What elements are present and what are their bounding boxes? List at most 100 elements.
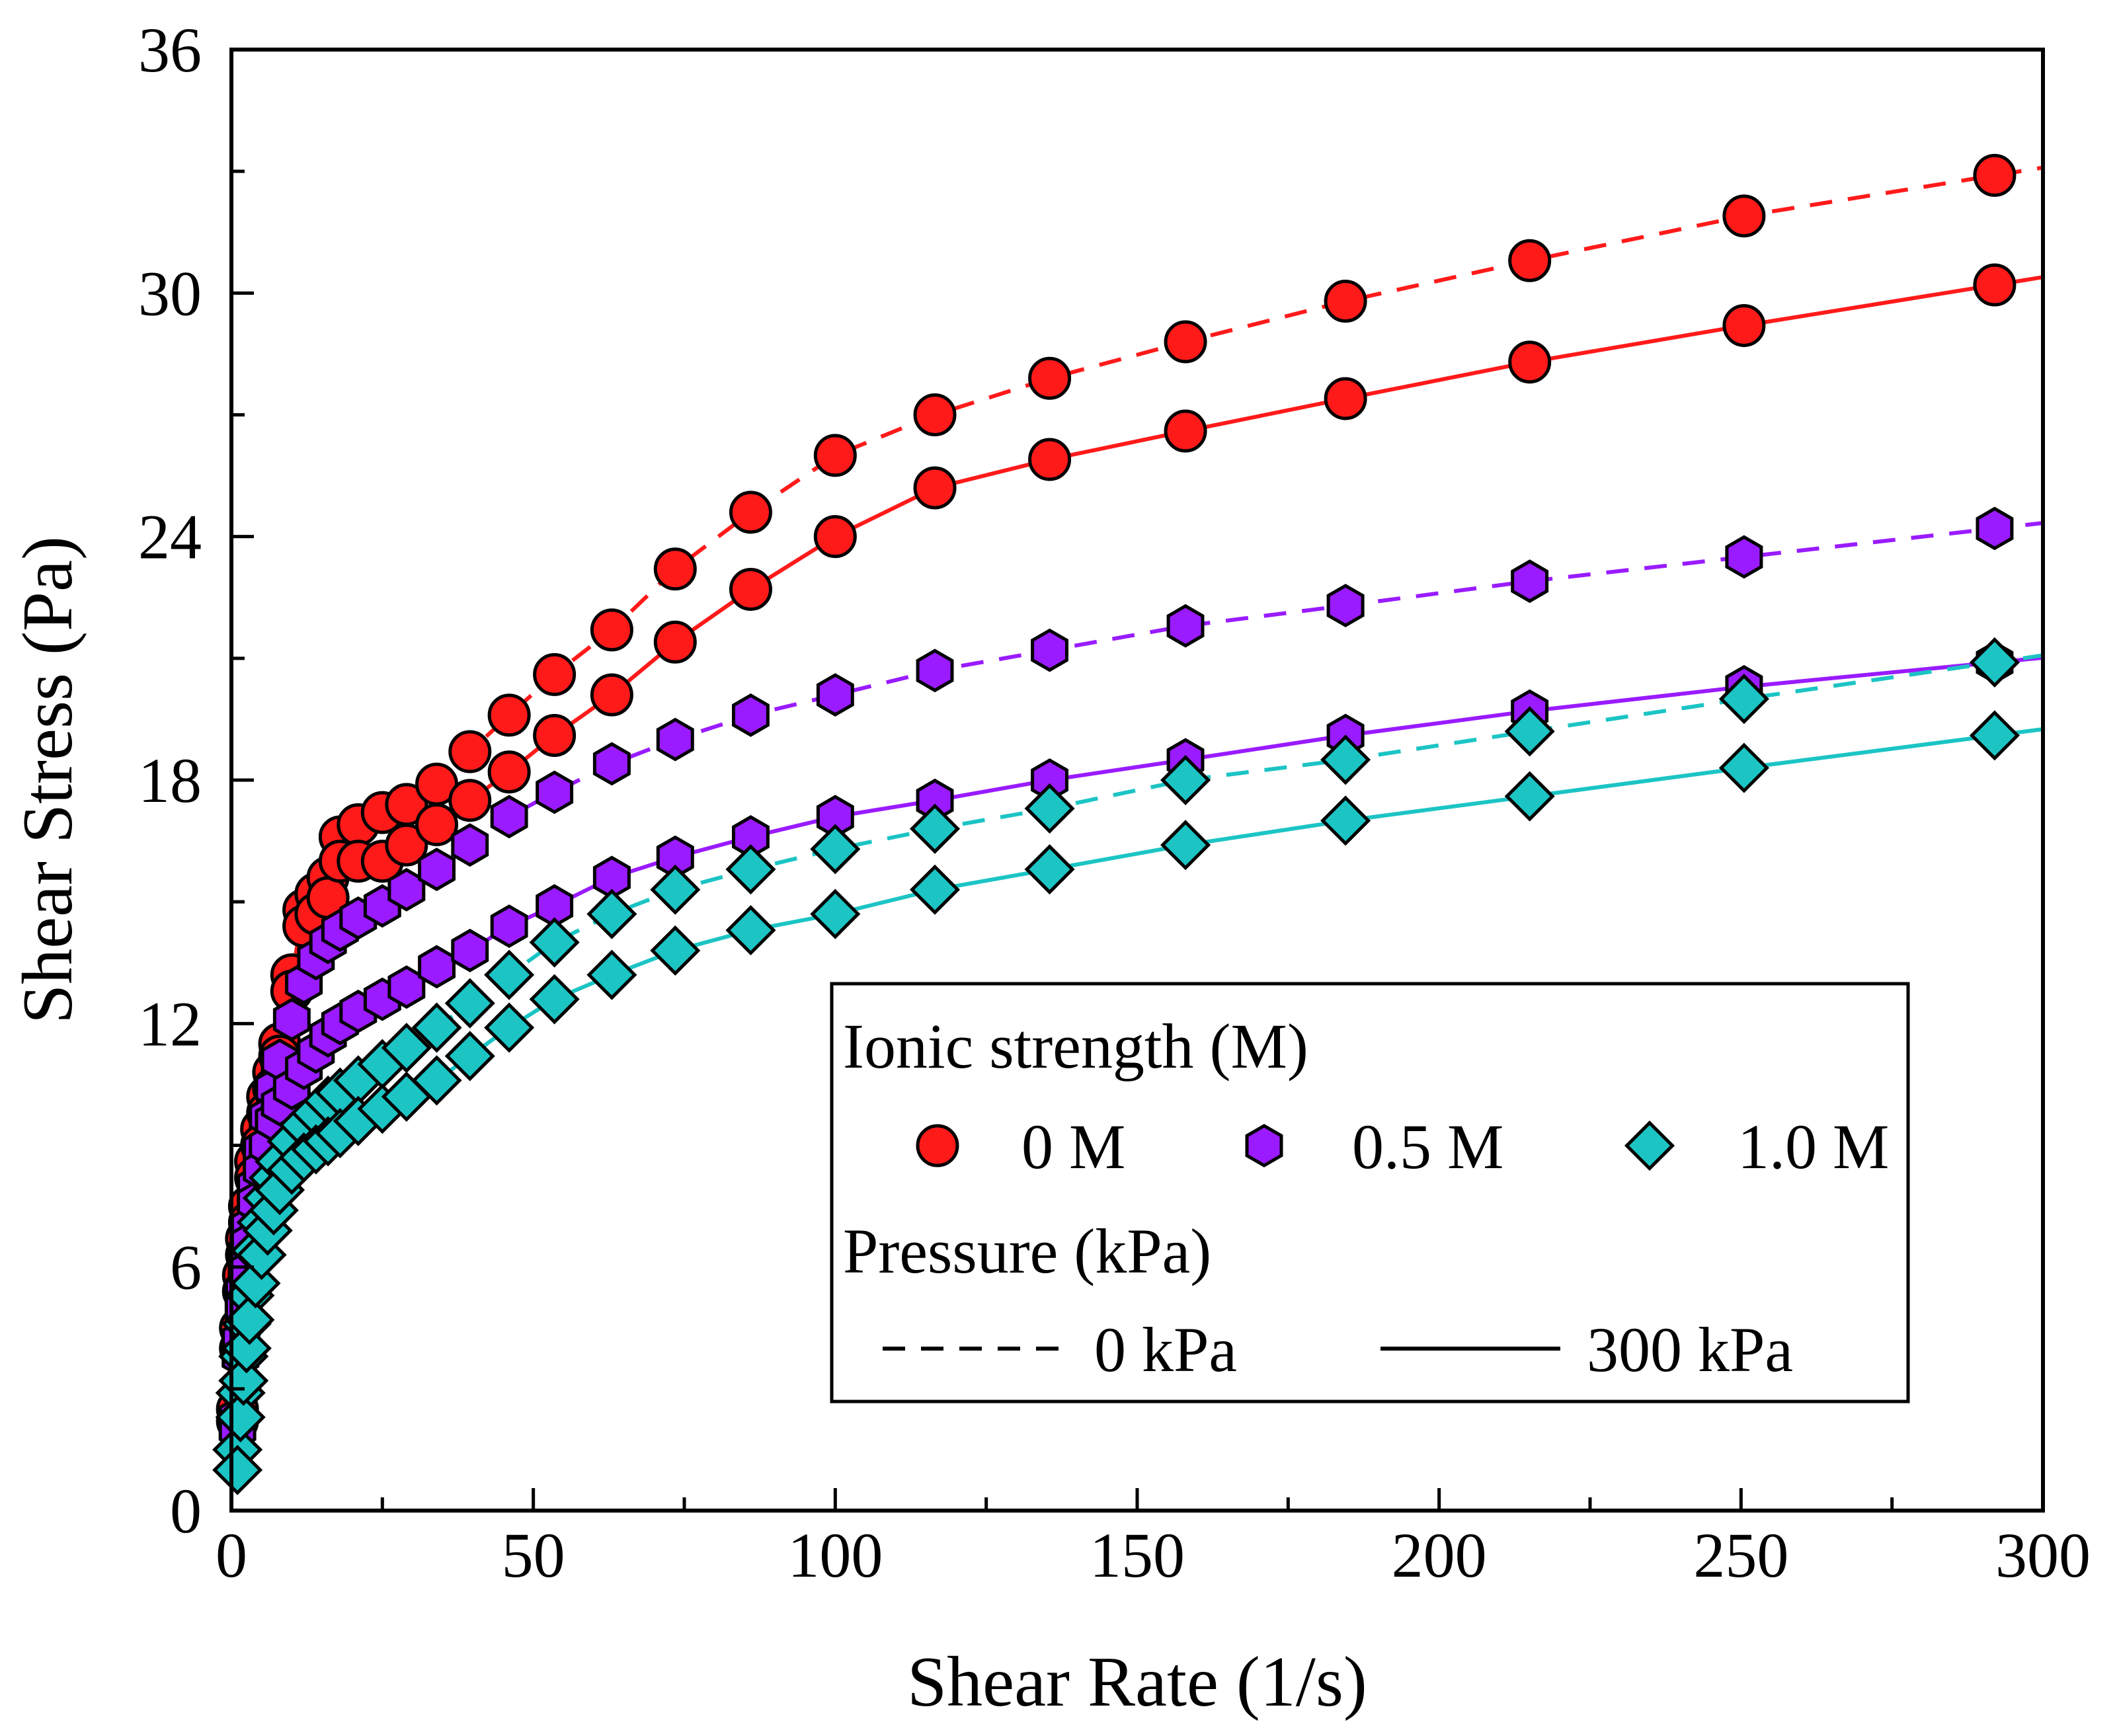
x-axis-title: Shear Rate (1/s) <box>907 1643 1367 1721</box>
legend: Ionic strength (M) 0 M 0.5 M 1.0 M Pressur… <box>830 982 1910 1403</box>
data-point <box>1164 320 1207 364</box>
data-point <box>1028 356 1072 400</box>
data-point <box>653 547 697 591</box>
data-point <box>650 925 701 976</box>
data-point <box>1969 710 2020 761</box>
data-point <box>418 848 456 891</box>
data-point <box>385 823 428 867</box>
data-point <box>816 673 854 717</box>
data-point <box>1320 734 1371 785</box>
legend-pressure-entries: 0 kPa 300 kPa <box>883 1314 1793 1385</box>
data-point <box>1722 194 1766 238</box>
data-point <box>1508 340 1552 384</box>
data-point <box>487 750 531 794</box>
data-point <box>1031 628 1068 672</box>
data-point <box>916 649 954 693</box>
data-point <box>653 620 697 664</box>
data-point <box>529 917 580 968</box>
data-point <box>1976 506 2014 551</box>
data-point <box>448 730 492 773</box>
data-point <box>1324 377 1367 420</box>
data-point <box>411 1002 462 1053</box>
data-point <box>810 824 861 875</box>
data-point <box>533 713 577 757</box>
y-tick-label: 18 <box>138 745 202 816</box>
x-tick-label: 200 <box>1392 1520 1487 1591</box>
data-point <box>1164 409 1207 453</box>
data-point <box>1511 559 1549 604</box>
data-point <box>444 1031 495 1082</box>
data-point <box>590 608 633 652</box>
data-point <box>451 823 489 867</box>
x-tick-label: 0 <box>216 1520 247 1591</box>
data-point <box>725 844 776 895</box>
data-point <box>490 904 528 948</box>
y-tick-label: 0 <box>170 1476 202 1546</box>
data-point <box>813 434 857 477</box>
data-point <box>448 779 492 822</box>
axis-ticks: 0 50 100 150 200 250 300 0 6 12 18 24 30 36 <box>138 15 2091 1591</box>
legend-pressure-label: 0 kPa <box>1094 1314 1237 1385</box>
y-tick-label: 24 <box>138 502 202 572</box>
data-point <box>732 693 770 737</box>
data-point <box>586 949 637 1000</box>
data-point <box>586 888 637 939</box>
data-point <box>1160 754 1211 806</box>
legend-pressure-label: 300 kPa <box>1587 1314 1793 1385</box>
data-point <box>451 928 489 972</box>
data-point <box>1973 153 2017 197</box>
data-point <box>656 717 694 762</box>
data-point <box>224 1294 275 1345</box>
data-point <box>418 945 456 989</box>
legend-ionic-entries: 0 M 0.5 M 1.0 M <box>916 1111 1889 1182</box>
data-point <box>536 770 574 814</box>
y-axis-title: Shear Stress (Pa) <box>9 536 87 1024</box>
data-point <box>909 864 961 915</box>
data-point <box>810 888 861 939</box>
x-tick-label: 50 <box>502 1520 565 1591</box>
data-point <box>1725 535 1763 579</box>
data-point <box>1028 438 1072 481</box>
legend-marker-circle <box>916 1124 959 1167</box>
x-tick-label: 150 <box>1090 1520 1185 1591</box>
plot-area <box>212 153 2044 1495</box>
data-point <box>650 864 701 915</box>
data-point <box>1508 239 1552 282</box>
data-point <box>1326 584 1365 627</box>
data-point <box>1024 844 1075 895</box>
legend-ionic-label: 1.0 M <box>1738 1111 1889 1182</box>
data-point <box>729 491 772 534</box>
data-point <box>215 1392 266 1442</box>
data-point <box>1324 280 1367 323</box>
data-point <box>529 974 580 1025</box>
data-point <box>1504 706 1555 757</box>
data-point <box>487 693 531 737</box>
data-point <box>411 1055 462 1106</box>
data-point <box>1504 771 1555 822</box>
y-tick-label: 6 <box>170 1232 202 1303</box>
data-point <box>212 1444 263 1495</box>
data-point <box>813 515 857 559</box>
data-point <box>1969 637 2020 688</box>
data-point <box>909 803 961 854</box>
x-tick-label: 300 <box>1995 1520 2091 1591</box>
series-line <box>235 165 2044 1409</box>
x-tick-label: 100 <box>787 1520 883 1591</box>
legend-title-ionic: Ionic strength (M) <box>843 1011 1308 1082</box>
data-point <box>533 652 577 696</box>
legend-box <box>830 982 1910 1403</box>
legend-marker-hexagon <box>1245 1124 1283 1167</box>
legend-marker-diamond <box>1624 1120 1675 1171</box>
series-line <box>235 653 2044 1450</box>
y-tick-label: 30 <box>138 258 202 329</box>
data-point <box>1718 674 1769 725</box>
legend-ionic-label: 0 M <box>1021 1111 1125 1182</box>
data-point <box>381 1023 432 1074</box>
data-point <box>913 466 957 510</box>
data-point <box>592 742 631 786</box>
data-point <box>444 978 495 1029</box>
series-markers <box>212 153 2020 1495</box>
data-point <box>1024 783 1075 834</box>
legend-ionic-label: 0.5 M <box>1352 1111 1503 1182</box>
